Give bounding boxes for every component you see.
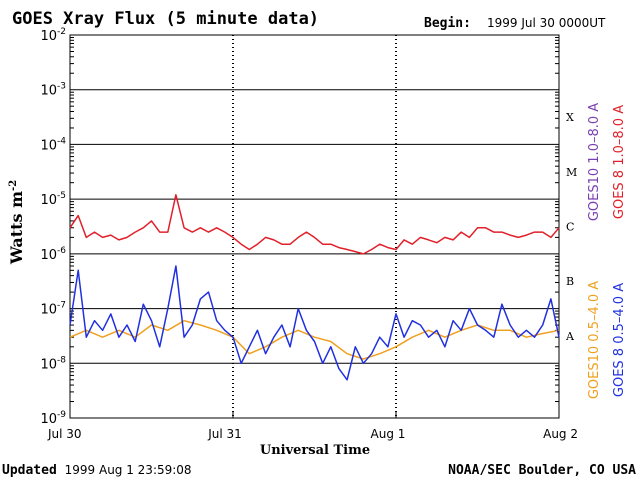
y-tick-exponent: -8 [57, 355, 66, 365]
gridlines [70, 37, 559, 403]
y-tick-base: 10 [40, 248, 57, 263]
legend: GOES10 1.0–8.0 A GOES 8 1.0–8.0 A GOES10 0… [587, 103, 627, 399]
updated-value: 1999 Aug 1 23:59:08 [65, 463, 192, 477]
svg-text:Watts m-2: Watts m-2 [7, 180, 26, 265]
series-line [69, 194, 560, 255]
y-tick-base: 10 [40, 412, 57, 427]
y-tick-label: 10-2 [40, 27, 66, 44]
x-tick-label: Aug 2 [543, 427, 578, 441]
series-line [69, 319, 560, 360]
flare-class-label: M [566, 166, 577, 179]
y-tick-exponent: -4 [57, 136, 66, 146]
y-tick-label: 10-8 [40, 355, 66, 372]
y-tick-label: 10-5 [40, 191, 66, 208]
legend-item: GOES 8 1.0–8.0 A [612, 105, 627, 219]
y-tick-exponent: -2 [57, 27, 66, 37]
y-tick-label: 10-4 [40, 136, 66, 153]
y-tick-base: 10 [40, 29, 57, 44]
legend-item: GOES10 0.5–4.0 A [587, 281, 602, 399]
y-tick-exponent: -7 [57, 301, 66, 311]
begin-value: 1999 Jul 30 0000UT [487, 16, 606, 30]
y-tick-base: 10 [40, 357, 57, 372]
y-tick-base: 10 [40, 138, 57, 153]
flare-class-label: A [565, 330, 575, 343]
legend-label: GOES 8 0.5–4.0 A [612, 283, 627, 397]
series-line [69, 265, 560, 381]
y-tick-exponent: -3 [57, 82, 66, 92]
flare-class-label: B [566, 275, 574, 288]
y-tick-label: 10-6 [40, 246, 66, 263]
x-tick-label: Aug 1 [371, 427, 406, 441]
y-tick-labels: 10-210-310-410-510-610-710-810-9 [40, 27, 66, 427]
y-axis-label-sup: -2 [8, 180, 19, 191]
series-lines [69, 194, 560, 381]
legend-label: GOES10 1.0–8.0 A [587, 103, 602, 221]
y-tick-base: 10 [40, 303, 57, 318]
y-tick-exponent: -6 [57, 246, 66, 256]
x-axis-label: Universal Time [260, 443, 370, 458]
plot-frame [69, 34, 560, 419]
y-tick-base: 10 [40, 193, 57, 208]
y-axis-label: Watts m [7, 191, 26, 265]
y-tick-label: 10-9 [40, 410, 66, 427]
x-tick-label: Jul 30 [47, 427, 82, 441]
y-tick-exponent: -9 [57, 410, 66, 420]
legend-label: GOES10 0.5–4.0 A [587, 281, 602, 399]
y-tick-label: 10-7 [40, 301, 66, 318]
legend-label: GOES 8 1.0–8.0 A [612, 105, 627, 219]
x-tick-label: Jul 31 [207, 427, 242, 441]
y-tick-label: 10-3 [40, 82, 66, 99]
updated-label: Updated [2, 463, 57, 478]
flare-class-label: C [566, 221, 574, 234]
updated-line: Updated 1999 Aug 1 23:59:08 [2, 463, 192, 478]
y-tick-base: 10 [40, 84, 57, 99]
flare-class-label: X [566, 111, 574, 124]
begin-label: Begin: [424, 16, 471, 31]
day-separators [232, 35, 397, 418]
credit-text: NOAA/SEC Boulder, CO USA [448, 463, 636, 478]
y-axis-label-group: Watts m-2 [7, 180, 26, 265]
y-tick-exponent: -5 [57, 191, 66, 201]
legend-item: GOES10 1.0–8.0 A [587, 103, 602, 221]
legend-item: GOES 8 0.5–4.0 A [612, 283, 627, 397]
flare-class-labels: X M C B A [565, 111, 577, 343]
x-tick-labels: Jul 30 Jul 31 Aug 1 Aug 2 [47, 412, 578, 441]
chart-title: GOES Xray Flux (5 minute data) [12, 9, 319, 29]
